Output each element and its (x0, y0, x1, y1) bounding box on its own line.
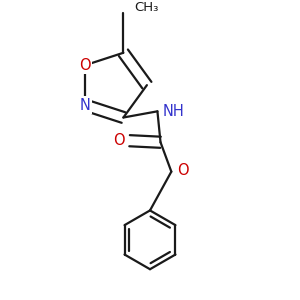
Text: O: O (113, 133, 125, 148)
Text: NH: NH (163, 104, 185, 119)
Text: O: O (80, 58, 91, 73)
Text: N: N (80, 98, 91, 112)
Text: CH₃: CH₃ (134, 2, 159, 14)
Text: O: O (178, 163, 189, 178)
